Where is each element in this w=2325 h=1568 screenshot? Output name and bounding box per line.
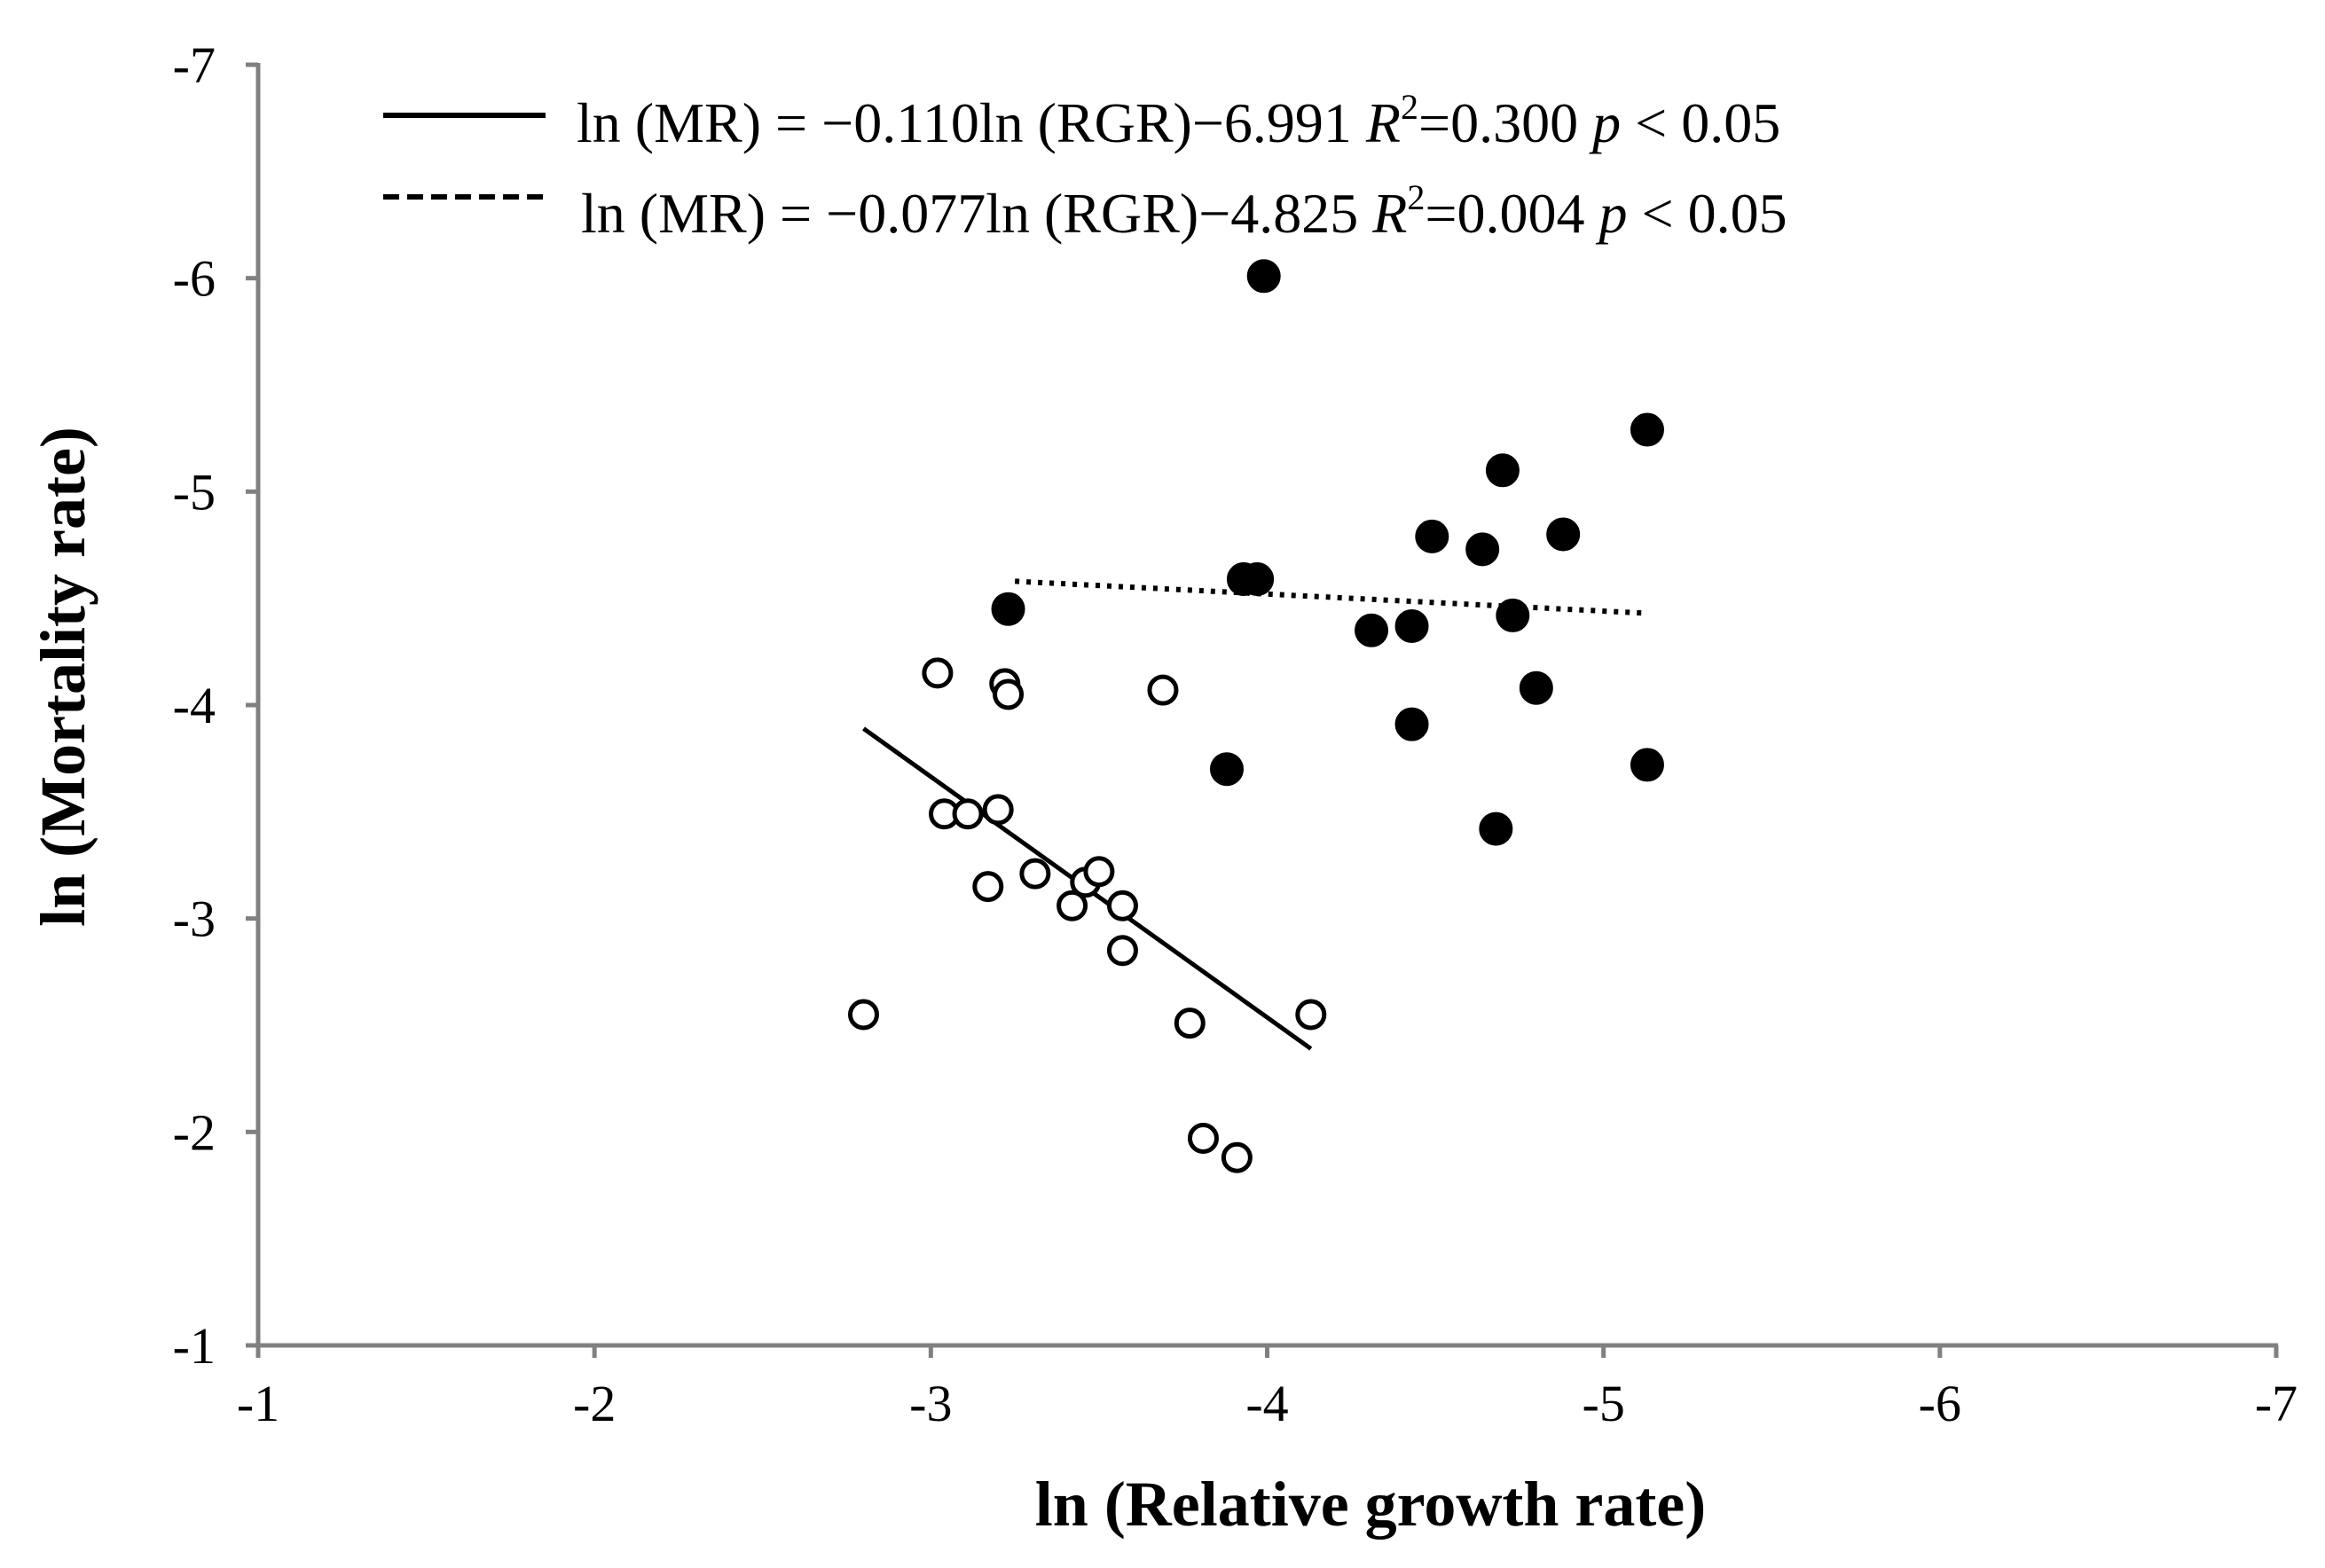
y-tick-label: -5 [173, 463, 216, 521]
dotted-fit-line [1014, 578, 1648, 616]
filled-circle-point [1240, 562, 1275, 597]
open-circle-point [1106, 935, 1138, 967]
open-circle-point [1295, 999, 1327, 1031]
filled-circle-point [1485, 453, 1520, 488]
legend-solid-fit-equation: ln (MR) = −0.110ln (RGR)−6.991 R2=0.300 … [577, 87, 1780, 154]
x-axis-title: ln (Relative growth rate) [1035, 1469, 1706, 1540]
filled-circle-point [1210, 752, 1244, 787]
open-circle-point [1019, 858, 1051, 890]
open-circle-point [848, 999, 879, 1031]
x-tick-label: -6 [1919, 1375, 1961, 1432]
filled-circle-point [1546, 517, 1581, 552]
filled-circle-point [991, 592, 1025, 626]
x-axis-ticks: -1 -2 -3 -4 -5 -6 -7 [237, 1345, 2298, 1432]
open-circle-point [993, 678, 1025, 710]
y-tick-label: -7 [173, 36, 216, 94]
open-circle-point [922, 657, 954, 689]
y-tick-label: -1 [173, 1317, 216, 1375]
y-axis-ticks: -1 -2 -3 -4 -5 -6 -7 [173, 36, 258, 1375]
open-circle-point [1221, 1141, 1253, 1173]
x-tick-label: -7 [2255, 1375, 2298, 1432]
open-circle-point [1056, 890, 1088, 921]
y-tick-label: -4 [173, 677, 216, 734]
x-tick-label: -3 [909, 1375, 952, 1432]
filled-circle-point [1394, 608, 1429, 643]
filled-circle-point [1479, 811, 1513, 846]
filled-circle-point [1630, 748, 1664, 782]
x-tick-label: -2 [573, 1375, 616, 1432]
open-circle-point [1174, 1007, 1206, 1039]
y-tick-label: -6 [173, 250, 216, 308]
y-axis-title: ln (Mortality rate) [27, 427, 98, 927]
x-tick-label: -1 [237, 1375, 279, 1432]
legend-dotted-fit-equation: ln (MR) = −0.077ln (RGR)−4.825 R2=0.004 … [581, 177, 1787, 245]
open-circle-point [982, 794, 1014, 826]
open-circle-point [972, 871, 1004, 903]
filled-circle-point [1355, 613, 1389, 647]
open-circle-point [1187, 1123, 1219, 1155]
open-circle-point [952, 798, 984, 830]
axes [255, 63, 2278, 1348]
open-circle-point [1147, 674, 1179, 706]
open-circle-point [1106, 890, 1138, 921]
open-circle-point [1083, 856, 1115, 888]
filled-circle-point [1465, 532, 1500, 567]
filled-circle-point [1394, 707, 1429, 741]
y-tick-label: -2 [173, 1103, 216, 1161]
filled-circle-point [1630, 412, 1664, 447]
x-tick-label: -4 [1245, 1375, 1288, 1432]
filled-circle-point [1415, 519, 1449, 553]
filled-circle-point [1519, 670, 1553, 705]
filled-circle-point [1246, 259, 1281, 294]
y-tick-label: -3 [173, 890, 216, 948]
filled-circle-point [1496, 598, 1530, 632]
x-tick-label: -5 [1583, 1375, 1625, 1432]
legend: ln (MR) = −0.110ln (RGR)−6.991 R2=0.300 … [383, 87, 1787, 245]
data-points [848, 259, 1664, 1173]
